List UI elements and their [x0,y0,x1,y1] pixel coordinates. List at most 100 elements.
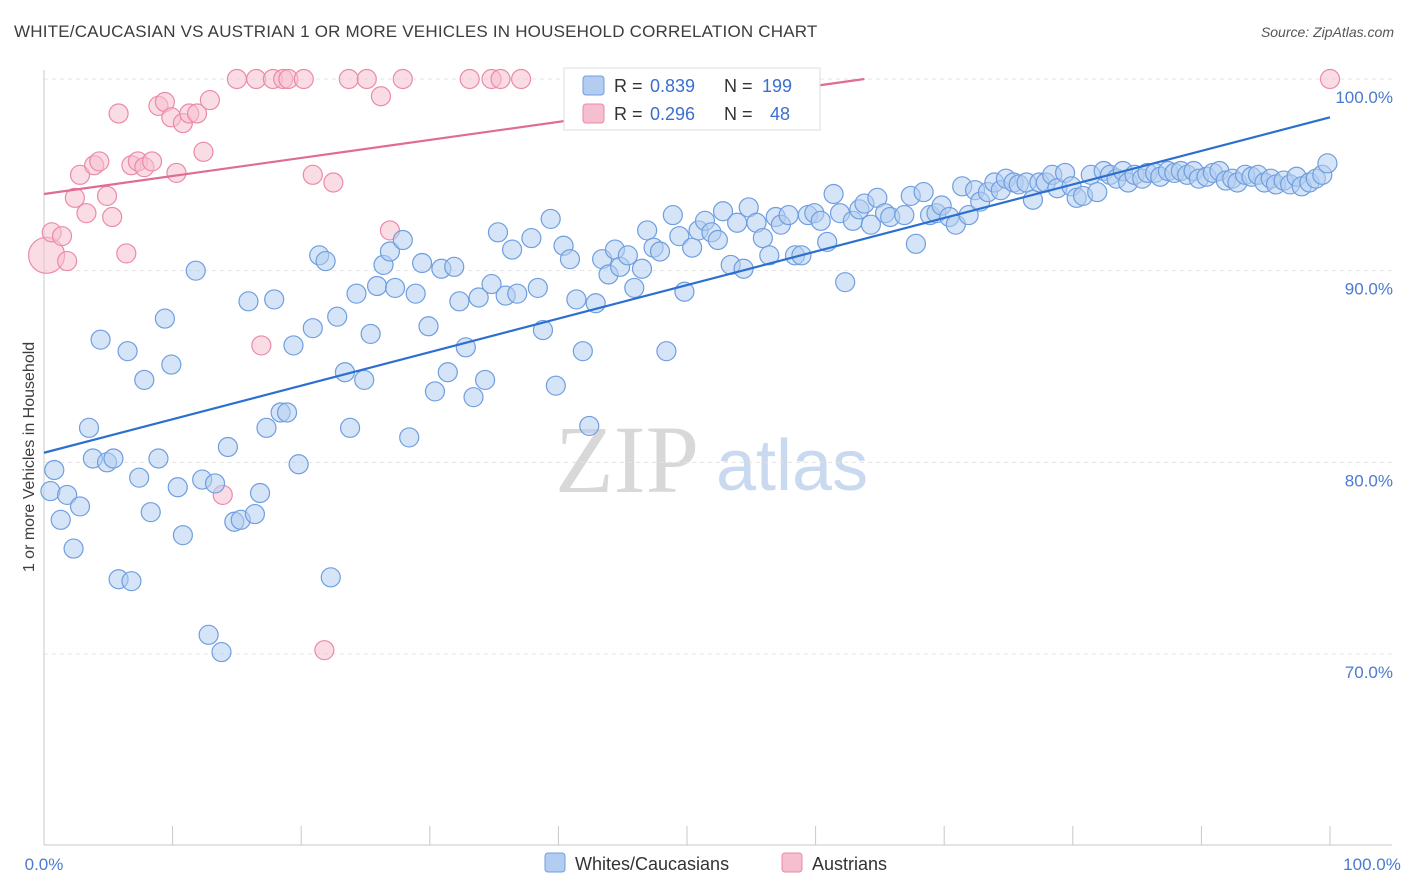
austrians-point-44 [490,68,511,90]
whites-point-61 [444,256,465,277]
whites-point-17 [148,448,169,469]
austrians-point-2 [51,226,73,247]
legend-n-value-whites: 199 [762,76,792,96]
source-label: Source: ZipAtlas.com [1260,24,1394,40]
whites-point-45 [339,417,361,438]
axes [43,70,1392,846]
whites-point-60 [437,362,458,383]
whites-point-15 [134,369,155,391]
whites-point-10 [103,448,124,469]
whites-point-3 [57,484,78,506]
stats-legend: R = 0.839 N = 199 R = 0.296 N = 48 [563,67,821,131]
austrians-point-16 [141,151,163,172]
y-tick-labels: 100.0% 90.0% 80.0% 70.0% [1335,88,1393,682]
whites-point-112 [778,204,799,226]
whites-point-90 [637,220,658,241]
whites-point-24 [198,624,219,645]
x-ticks [43,826,1331,845]
y-tick-label-2: 80.0% [1345,471,1393,490]
whites-point-42 [320,567,341,588]
whites-point-36 [276,402,298,423]
whites-point-49 [366,275,388,297]
austrians-point-12 [116,243,137,264]
whites-point-27 [217,436,238,458]
whites-point-52 [384,277,406,299]
whites-point-94 [662,204,683,226]
whites-point-129 [894,204,915,226]
legend-r-value-whites: 0.839 [650,76,695,96]
whites-point-195 [1317,153,1338,174]
austrians-point-38 [356,68,377,90]
austrians-point-10 [102,206,123,228]
whites-point-43 [327,306,348,327]
whites-point-81 [579,415,600,437]
whites-trend-line [43,116,1331,454]
austrians-point-9 [96,185,118,207]
austrians-point-3 [57,250,78,272]
austrians-point-41 [392,68,413,90]
austrians-point-45 [511,68,532,90]
austrians-point-36 [323,172,344,193]
whites-point-38 [288,454,309,475]
whites-point-93 [656,341,677,362]
whites-point-4 [63,538,84,559]
austrians-point-33 [293,68,314,90]
whites-point-65 [468,287,489,308]
austrians-point-29 [251,335,272,356]
series-legend: Whites/Caucasians Austrians [544,852,887,874]
whites-point-159 [1087,181,1108,203]
whites-point-1 [44,459,65,481]
austrians-point-27 [226,68,247,90]
whites-point-125 [860,214,881,235]
whites-point-119 [823,183,844,205]
whites-point-66 [474,369,496,391]
whites-point-47 [354,369,375,391]
whites-point-13 [121,571,142,592]
whites-point-12 [117,341,138,362]
legend-r-label-austrians: R = [614,104,643,124]
whites-point-67 [481,273,502,295]
austrians-point-6 [76,203,97,224]
austrians-point-8 [89,151,110,172]
austrians-point-34 [302,164,323,185]
whites-point-41 [315,250,336,272]
legend-r-value-austrians: 0.296 [650,104,695,124]
whites-point-0 [40,480,61,502]
whites-point-97 [682,237,703,258]
whites-point-18 [154,308,175,329]
whites-point-92 [649,241,671,262]
whites-point-70 [502,239,523,260]
whites-point-72 [521,227,542,249]
x-tick-label-max: 100.0% [1343,855,1401,874]
whites-point-26 [211,641,232,663]
whites-point-74 [532,319,554,341]
austrians-point-35 [314,640,335,661]
bottom-legend-label-whites: Whites/Caucasians [575,854,729,874]
y-tick-label-1: 90.0% [1345,280,1393,299]
whites-point-6 [78,417,100,438]
whites-point-101 [707,229,728,251]
whites-point-73 [527,277,548,299]
watermark-atlas: atlas [716,426,868,506]
austrians-point-11 [108,103,129,124]
legend-swatch-austrians [582,103,605,124]
whites-point-46 [346,283,367,304]
whites-point-58 [424,381,446,402]
whites-point-95 [669,226,690,247]
whites-point-64 [463,387,484,408]
whites-point-32 [249,482,271,504]
whites-point-30 [238,291,259,312]
whites-point-56 [411,252,433,274]
whites-point-68 [487,222,509,243]
whites-point-34 [264,289,285,310]
whites-point-78 [559,249,581,270]
whites-point-5 [69,496,91,517]
whites-point-48 [360,323,381,345]
whites-point-131 [905,233,927,254]
whites-point-117 [810,210,831,231]
whites-point-51 [379,241,401,262]
whites-point-62 [449,291,470,312]
y-axis-label: 1 or more Vehicles in Household [21,342,38,572]
whites-point-31 [244,503,266,525]
whites-point-87 [617,245,638,266]
